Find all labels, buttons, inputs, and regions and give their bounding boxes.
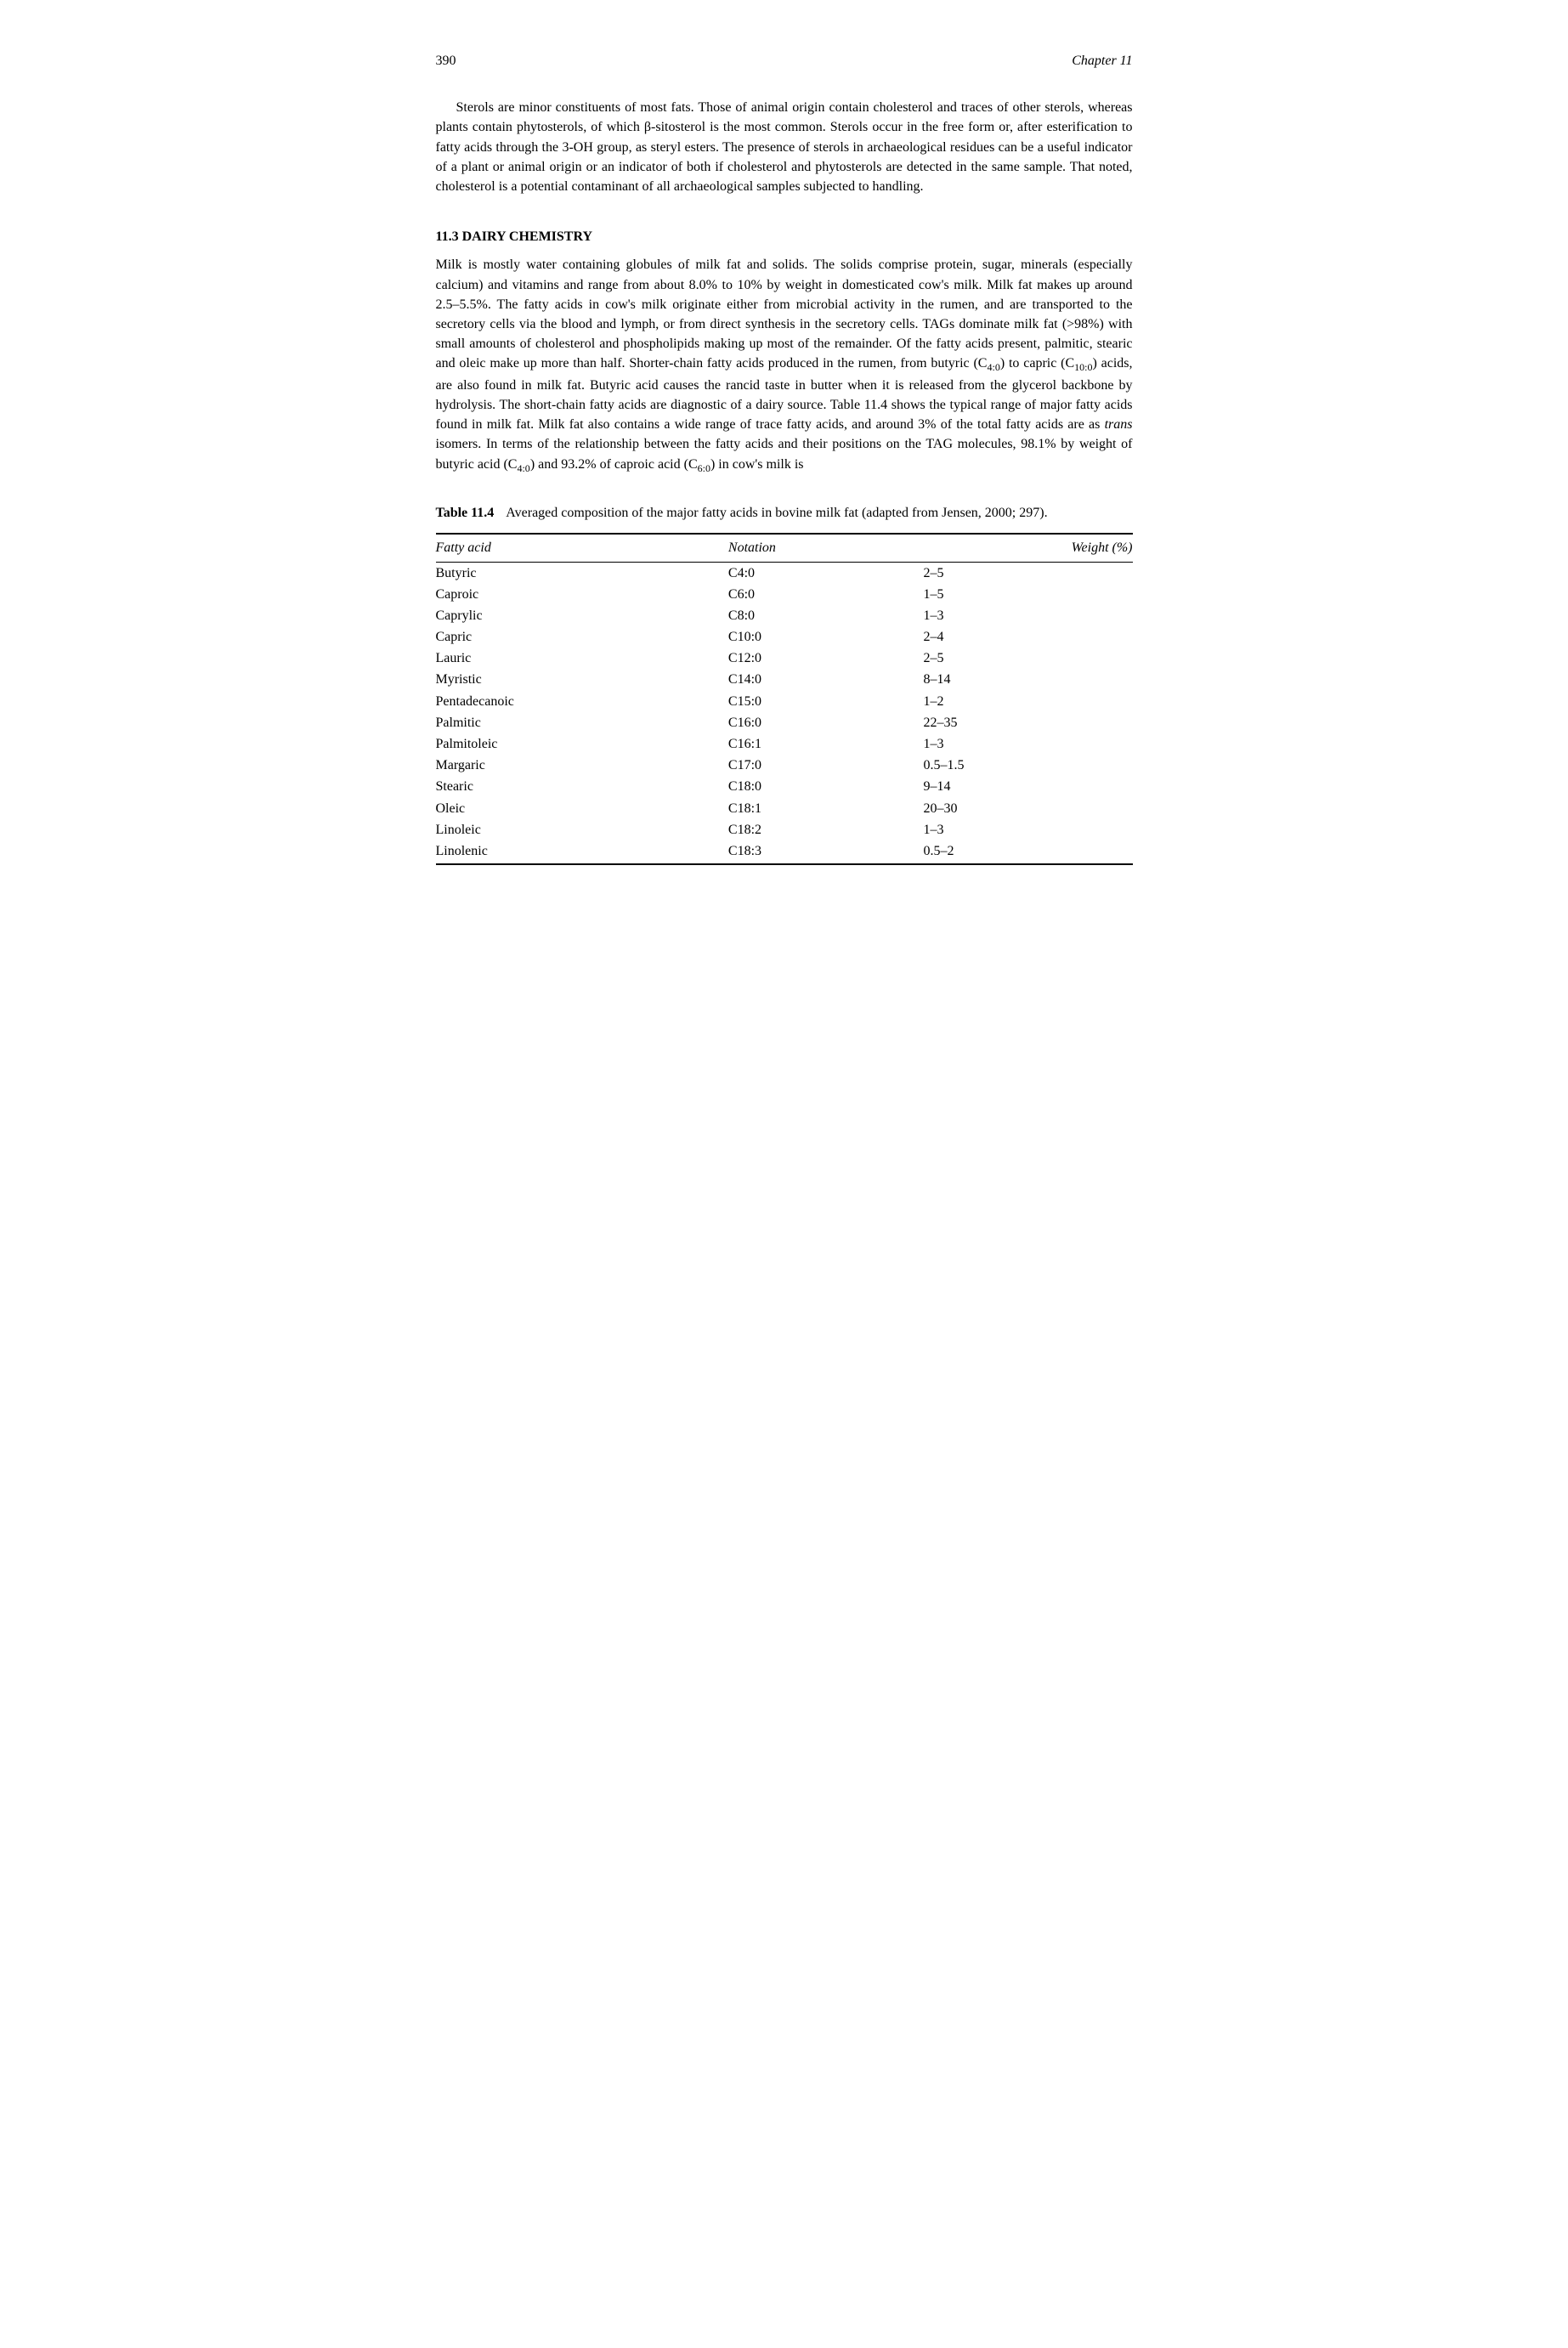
table-row: MargaricC17:00.5–1.5: [436, 755, 1133, 776]
page-header: 390 Chapter 11: [436, 51, 1133, 71]
cell-weight: 1–3: [923, 605, 1132, 626]
col-fatty-acid: Fatty acid: [436, 534, 728, 562]
cell-fatty-acid: Margaric: [436, 755, 728, 776]
table-header-row: Fatty acid Notation Weight (%): [436, 534, 1133, 562]
paragraph-dairy: Milk is mostly water containing globules…: [436, 255, 1133, 476]
table-row: MyristicC14:08–14: [436, 669, 1133, 690]
cell-weight: 0.5–1.5: [923, 755, 1132, 776]
cell-fatty-acid: Linoleic: [436, 819, 728, 840]
cell-fatty-acid: Butyric: [436, 562, 728, 584]
cell-fatty-acid: Lauric: [436, 648, 728, 669]
cell-fatty-acid: Caproic: [436, 584, 728, 605]
cell-notation: C6:0: [728, 584, 924, 605]
table-row: PalmitoleicC16:11–3: [436, 733, 1133, 755]
cell-notation: C18:2: [728, 819, 924, 840]
cell-notation: C4:0: [728, 562, 924, 584]
subscript: 4:0: [987, 361, 999, 373]
subscript: 6:0: [698, 462, 710, 474]
subscript: 4:0: [517, 462, 529, 474]
cell-fatty-acid: Linolenic: [436, 840, 728, 864]
body-text: Milk is mostly water containing globules…: [436, 257, 1133, 371]
cell-fatty-acid: Pentadecanoic: [436, 691, 728, 712]
table-caption-text: Averaged composition of the major fatty …: [506, 503, 1132, 523]
cell-notation: C18:3: [728, 840, 924, 864]
table-row: LauricC12:02–5: [436, 648, 1133, 669]
col-notation: Notation: [728, 534, 924, 562]
chapter-label: Chapter 11: [1072, 51, 1132, 71]
cell-weight: 1–3: [923, 819, 1132, 840]
table-row: ButyricC4:02–5: [436, 562, 1133, 584]
table-caption: Table 11.4 Averaged composition of the m…: [436, 503, 1133, 523]
cell-weight: 1–3: [923, 733, 1132, 755]
cell-notation: C10:0: [728, 626, 924, 648]
table-row: CapricC10:02–4: [436, 626, 1133, 648]
col-weight: Weight (%): [923, 534, 1132, 562]
body-text: ) to capric (C: [1000, 356, 1074, 371]
cell-weight: 2–5: [923, 562, 1132, 584]
cell-notation: C15:0: [728, 691, 924, 712]
cell-weight: 20–30: [923, 798, 1132, 819]
body-text: ) and 93.2% of caproic acid (C: [530, 457, 698, 472]
cell-weight: 1–5: [923, 584, 1132, 605]
cell-fatty-acid: Oleic: [436, 798, 728, 819]
cell-weight: 8–14: [923, 669, 1132, 690]
cell-weight: 0.5–2: [923, 840, 1132, 864]
cell-notation: C16:0: [728, 712, 924, 733]
cell-weight: 22–35: [923, 712, 1132, 733]
cell-weight: 2–5: [923, 648, 1132, 669]
section-heading: 11.3 DAIRY CHEMISTRY: [436, 227, 1133, 246]
cell-notation: C12:0: [728, 648, 924, 669]
paragraph-sterols: Sterols are minor constituents of most f…: [436, 98, 1133, 196]
table-row: CaproicC6:01–5: [436, 584, 1133, 605]
table-label: Table 11.4: [436, 503, 495, 523]
table-row: OleicC18:120–30: [436, 798, 1133, 819]
body-text: ) in cow's milk is: [710, 457, 804, 472]
table-row: StearicC18:09–14: [436, 776, 1133, 797]
cell-fatty-acid: Capric: [436, 626, 728, 648]
page-number: 390: [436, 51, 456, 71]
cell-weight: 1–2: [923, 691, 1132, 712]
table-row: CaprylicC8:01–3: [436, 605, 1133, 626]
cell-notation: C18:0: [728, 776, 924, 797]
cell-fatty-acid: Palmitic: [436, 712, 728, 733]
table-row: LinoleicC18:21–3: [436, 819, 1133, 840]
table-row: LinolenicC18:30.5–2: [436, 840, 1133, 864]
cell-weight: 9–14: [923, 776, 1132, 797]
cell-notation: C8:0: [728, 605, 924, 626]
table-row: PalmiticC16:022–35: [436, 712, 1133, 733]
subscript: 10:0: [1074, 361, 1092, 373]
cell-fatty-acid: Myristic: [436, 669, 728, 690]
cell-notation: C18:1: [728, 798, 924, 819]
cell-fatty-acid: Palmitoleic: [436, 733, 728, 755]
cell-notation: C14:0: [728, 669, 924, 690]
cell-notation: C16:1: [728, 733, 924, 755]
fatty-acids-table: Fatty acid Notation Weight (%) ButyricC4…: [436, 533, 1133, 865]
cell-weight: 2–4: [923, 626, 1132, 648]
italic-term: trans: [1105, 417, 1133, 432]
table-row: PentadecanoicC15:01–2: [436, 691, 1133, 712]
cell-notation: C17:0: [728, 755, 924, 776]
cell-fatty-acid: Stearic: [436, 776, 728, 797]
cell-fatty-acid: Caprylic: [436, 605, 728, 626]
